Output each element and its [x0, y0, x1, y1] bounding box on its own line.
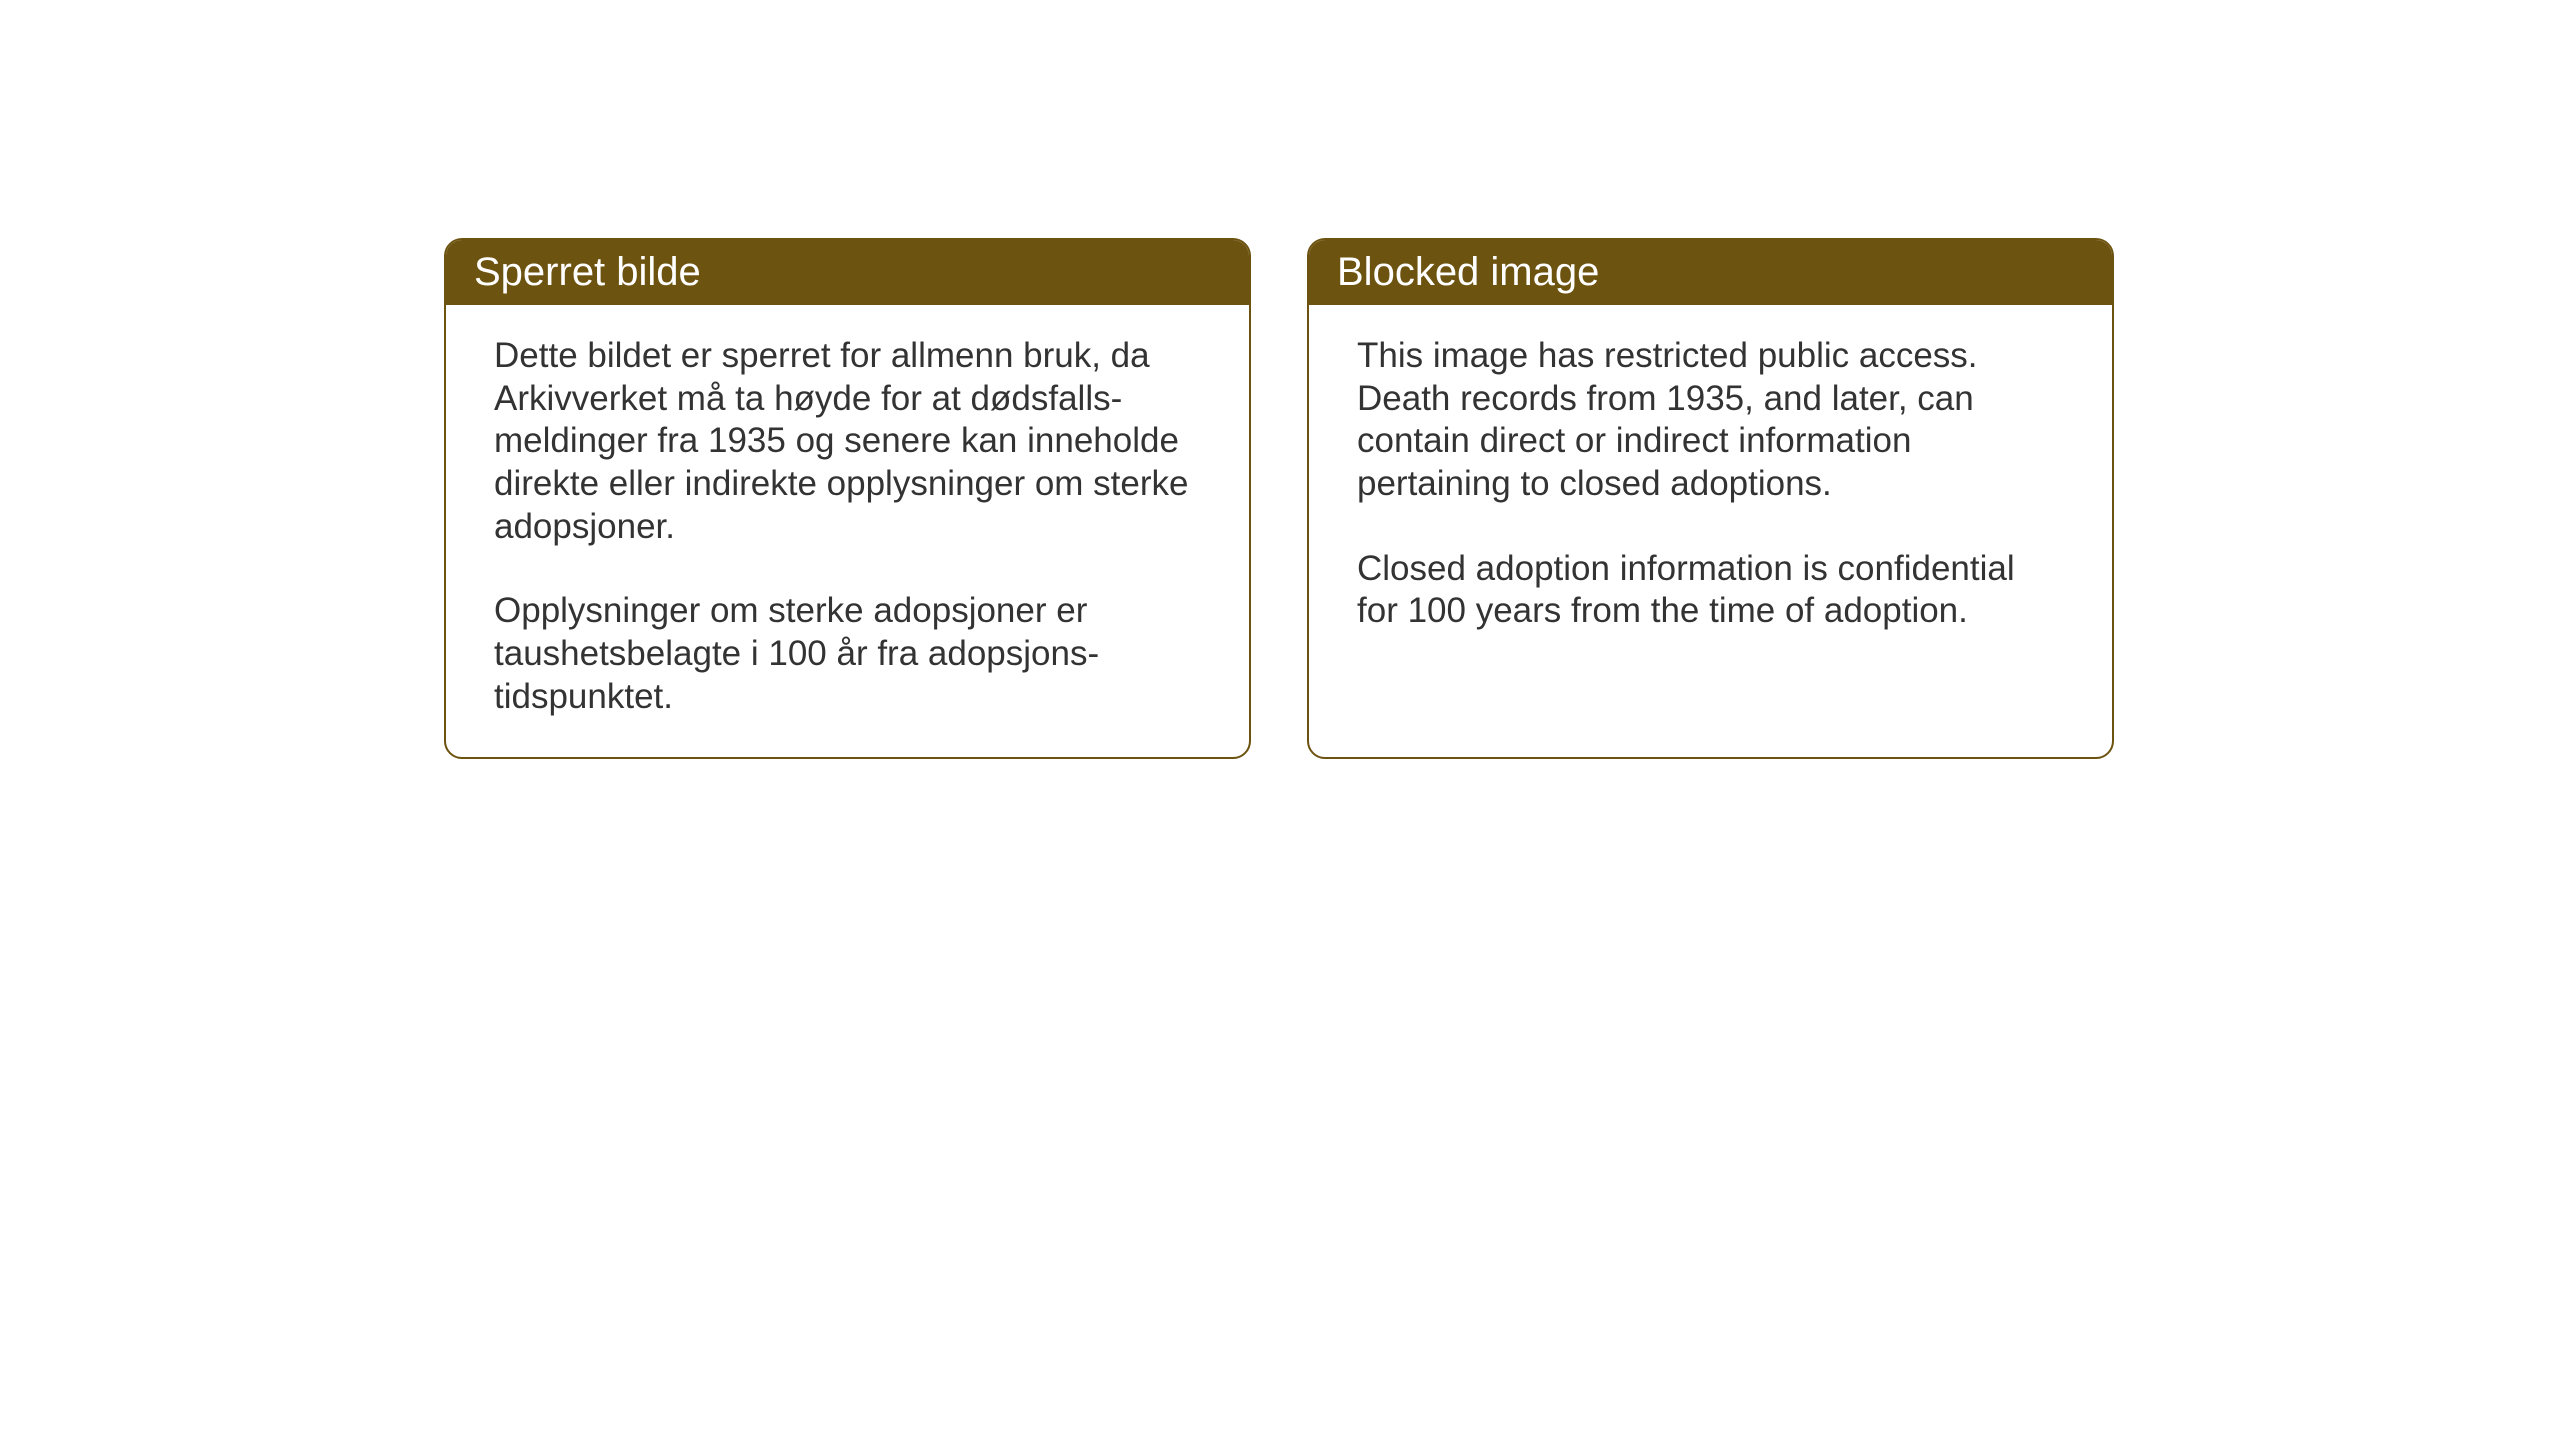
norwegian-card-title: Sperret bilde: [474, 250, 701, 294]
norwegian-card: Sperret bilde Dette bildet er sperret fo…: [444, 238, 1251, 759]
english-card: Blocked image This image has restricted …: [1307, 238, 2114, 759]
norwegian-paragraph-2: Opplysninger om sterke adopsjoner er tau…: [494, 590, 1201, 718]
english-paragraph-2: Closed adoption information is confident…: [1357, 548, 2064, 633]
norwegian-paragraph-1: Dette bildet er sperret for allmenn bruk…: [494, 335, 1201, 548]
norwegian-card-header: Sperret bilde: [446, 240, 1249, 305]
cards-container: Sperret bilde Dette bildet er sperret fo…: [444, 238, 2114, 759]
english-card-title: Blocked image: [1337, 250, 1599, 294]
english-paragraph-1: This image has restricted public access.…: [1357, 335, 2064, 506]
norwegian-card-body: Dette bildet er sperret for allmenn bruk…: [446, 305, 1249, 757]
english-card-body: This image has restricted public access.…: [1309, 305, 2112, 671]
english-card-header: Blocked image: [1309, 240, 2112, 305]
